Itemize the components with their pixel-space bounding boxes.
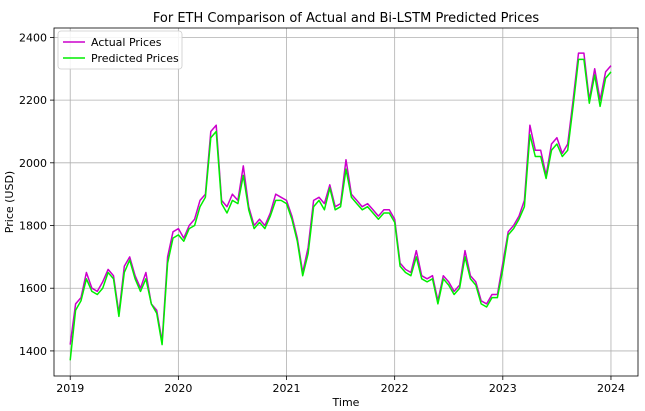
series-layer (69, 52, 612, 361)
y-tick-label: 2000 (19, 157, 47, 170)
y-axis-title: Price (USD) (3, 171, 16, 233)
x-tick-label: 2021 (273, 382, 301, 395)
y-axis: 1400 1600 1800 2000 2200 2400 (19, 31, 54, 358)
series-line-predicted (69, 58, 612, 361)
x-tick-label: 2022 (381, 382, 409, 395)
x-tick-label: 2023 (489, 382, 517, 395)
legend-box (57, 30, 183, 70)
x-tick-label: 2020 (164, 382, 192, 395)
x-tick-label: 2024 (597, 382, 625, 395)
legend-label-actual: Actual Prices (91, 36, 162, 49)
y-tick-label: 2400 (19, 31, 47, 44)
legend: Actual Prices Predicted Prices (57, 30, 183, 70)
y-tick-label: 1800 (19, 220, 47, 233)
x-tick-label: 2019 (56, 382, 84, 395)
y-tick-label: 2200 (19, 94, 47, 107)
x-axis-title: Time (332, 396, 360, 409)
x-axis: 2019 2020 2021 2022 2023 2024 (56, 376, 625, 395)
legend-label-predicted: Predicted Prices (91, 52, 179, 65)
chart-title: For ETH Comparison of Actual and Bi-LSTM… (153, 11, 539, 26)
y-tick-label: 1400 (19, 345, 47, 358)
y-tick-label: 1600 (19, 282, 47, 295)
plot-frame (53, 27, 639, 377)
